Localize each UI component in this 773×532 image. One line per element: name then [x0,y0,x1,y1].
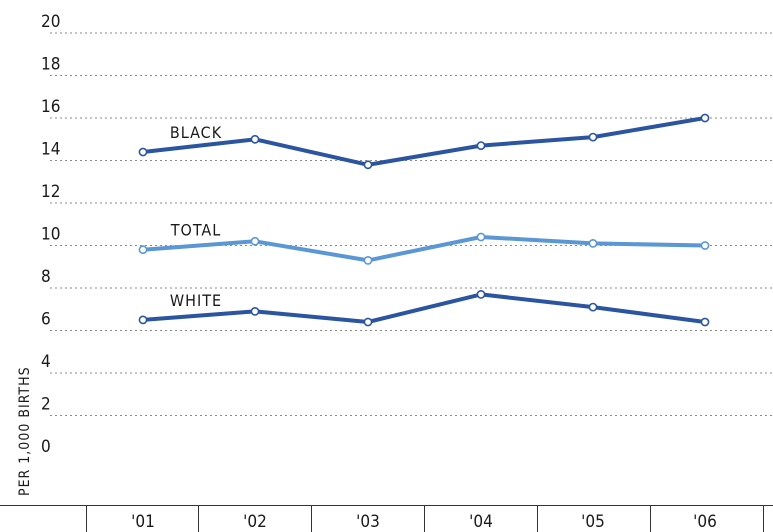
data-point-black-1 [250,134,260,144]
series-label-total: TOTAL [170,221,222,240]
data-point-total-1 [250,236,260,246]
x-tick-label-4: '05 [581,512,605,532]
x-tick-label-1: '02 [243,512,267,532]
data-point-white-0 [138,315,148,325]
data-point-total-2 [363,255,373,265]
series-white: WHITE [138,289,710,327]
y-tick-label-12: 12 [41,182,60,202]
y-tick-label-4: 4 [41,352,51,372]
y-tick-label-6: 6 [41,310,51,330]
y-axis-ticks: 0 2 4 6 8 10 12 14 16 18 20 [41,12,60,457]
y-tick-label-8: 8 [41,267,51,287]
gridlines [50,32,773,416]
data-point-total-4 [588,238,598,248]
x-tick-label-2: '03 [356,512,380,532]
x-tick-label-5: '06 [693,512,717,532]
data-point-black-5 [700,113,710,123]
data-point-white-5 [700,317,710,327]
x-tick-label-3: '04 [469,512,493,532]
series-line-black [141,116,707,167]
data-point-total-0 [138,245,148,255]
y-tick-label-10: 10 [41,225,60,245]
x-axis: '01 '02 '03 '04 '05 '06 [0,505,773,532]
data-point-total-3 [476,232,486,242]
series-line-white [141,292,707,324]
y-tick-label-18: 18 [41,55,60,75]
series-black: BLACK [138,113,710,170]
series-label-white: WHITE [170,291,222,310]
y-axis-title: PER 1,000 BIRTHS [17,366,33,496]
y-tick-label-16: 16 [41,97,60,117]
y-tick-label-14: 14 [41,140,60,160]
data-point-black-0 [138,147,148,157]
data-point-black-4 [588,132,598,142]
data-point-white-2 [363,317,373,327]
y-tick-label-20: 20 [41,12,60,32]
data-point-black-2 [363,160,373,170]
series-group: BLACK TOTAL WHITE [138,113,710,327]
y-tick-label-0: 0 [41,437,51,457]
series-line-total [141,235,707,263]
data-point-white-3 [476,289,486,299]
data-point-white-1 [250,306,260,316]
data-point-white-4 [588,302,598,312]
y-tick-label-2: 2 [41,395,51,415]
series-total: TOTAL [138,221,710,265]
data-point-black-3 [476,141,486,150]
series-label-black: BLACK [170,123,222,142]
x-tick-label-0: '01 [131,512,155,532]
data-point-total-5 [700,241,710,250]
